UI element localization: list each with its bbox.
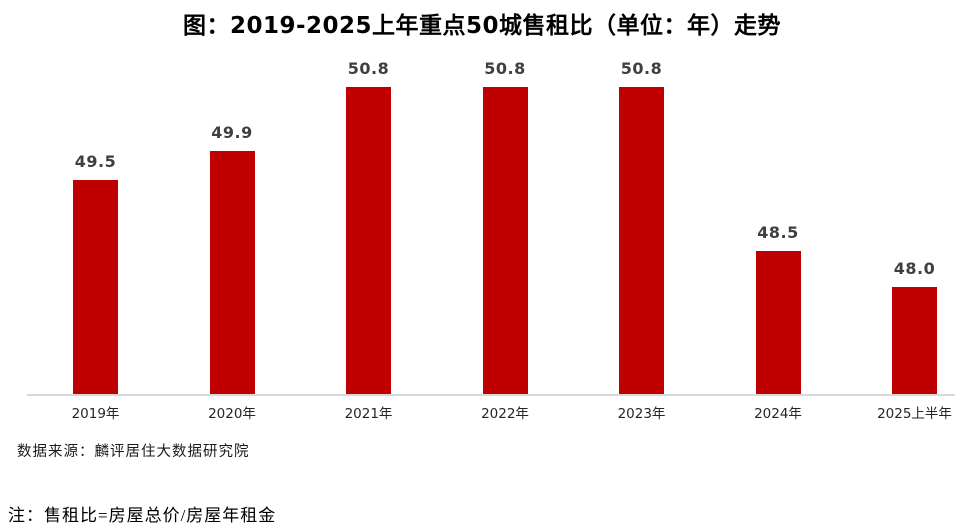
x-axis-label: 2021年: [344, 406, 393, 422]
x-axis-label: 2023年: [617, 406, 666, 422]
bar-value-label: 50.8: [347, 59, 390, 78]
chart-title: 图：2019-2025上年重点50城售租比（单位：年）走势: [182, 13, 782, 39]
x-axis-label: 2020年: [208, 406, 256, 422]
bar: [482, 87, 528, 394]
bar: [755, 251, 801, 394]
bar: [619, 87, 664, 394]
bar-value-label: 50.8: [620, 59, 663, 78]
bar: [346, 87, 391, 394]
footnote-text: 注：售租比=房屋总价/房屋年租金: [8, 506, 277, 525]
bar-value-label: 49.5: [74, 152, 117, 171]
bar: [73, 180, 118, 394]
bar: [209, 151, 255, 394]
bar-value-label: 48.0: [893, 259, 936, 278]
x-axis-label: 2019年: [71, 406, 120, 422]
x-axis-label: 2022年: [481, 406, 529, 422]
bar-value-label: 49.9: [211, 123, 253, 142]
bar: [892, 287, 937, 394]
x-axis-label: 2025上半年: [877, 406, 952, 422]
x-axis-label: 2024年: [754, 406, 802, 422]
bar-value-label: 48.5: [757, 223, 799, 242]
bar-chart-plot-area: 49.5 2019年 49.9 2020年 50.8 2021年 50.8 2022年 50.8…: [27, 37, 955, 422]
bar-value-label: 50.8: [484, 59, 526, 78]
data-source-text: 数据来源：麟评居住大数据研究院: [17, 444, 250, 460]
